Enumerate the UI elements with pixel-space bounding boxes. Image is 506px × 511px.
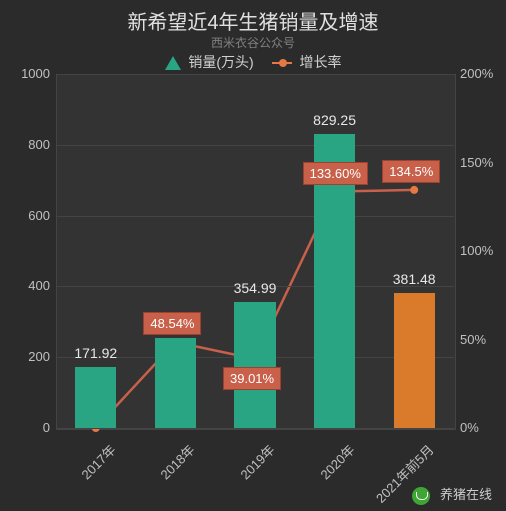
y-right-tick: 0%	[460, 420, 479, 435]
growth-line	[0, 0, 506, 511]
y-left-tick: 1000	[21, 66, 50, 81]
y-left-tick: 600	[28, 208, 50, 223]
bar-value-label: 381.48	[374, 271, 454, 287]
bar	[394, 293, 435, 428]
bar	[75, 367, 116, 428]
growth-label: 48.54%	[143, 312, 201, 335]
y-left-tick: 400	[28, 278, 50, 293]
footer-credit: 养猪在线	[412, 484, 492, 505]
growth-label: 134.5%	[382, 160, 440, 183]
y-left-tick: 0	[43, 420, 50, 435]
gridline	[56, 145, 454, 146]
y-left-tick: 800	[28, 137, 50, 152]
y-left-tick: 200	[28, 349, 50, 364]
footer-text: 养猪在线	[440, 487, 492, 502]
gridline	[56, 216, 454, 217]
chart-stage: 新希望近4年生猪销量及增速 西米衣谷公众号 销量(万头) 增长率 养猪在线 02…	[0, 0, 506, 511]
y-right-tick: 150%	[460, 155, 493, 170]
bar-value-label: 829.25	[295, 112, 375, 128]
gridline	[56, 428, 454, 429]
y-right-tick: 200%	[460, 66, 493, 81]
gridline	[56, 74, 454, 75]
bar	[234, 302, 275, 428]
bar-value-label: 171.92	[56, 345, 136, 361]
growth-label: 133.60%	[303, 162, 368, 185]
bar-value-label: 354.99	[215, 280, 295, 296]
wechat-icon	[412, 487, 430, 505]
growth-label: 39.01%	[223, 367, 281, 390]
y-right-tick: 100%	[460, 243, 493, 258]
bar	[155, 338, 196, 428]
y-right-tick: 50%	[460, 332, 486, 347]
